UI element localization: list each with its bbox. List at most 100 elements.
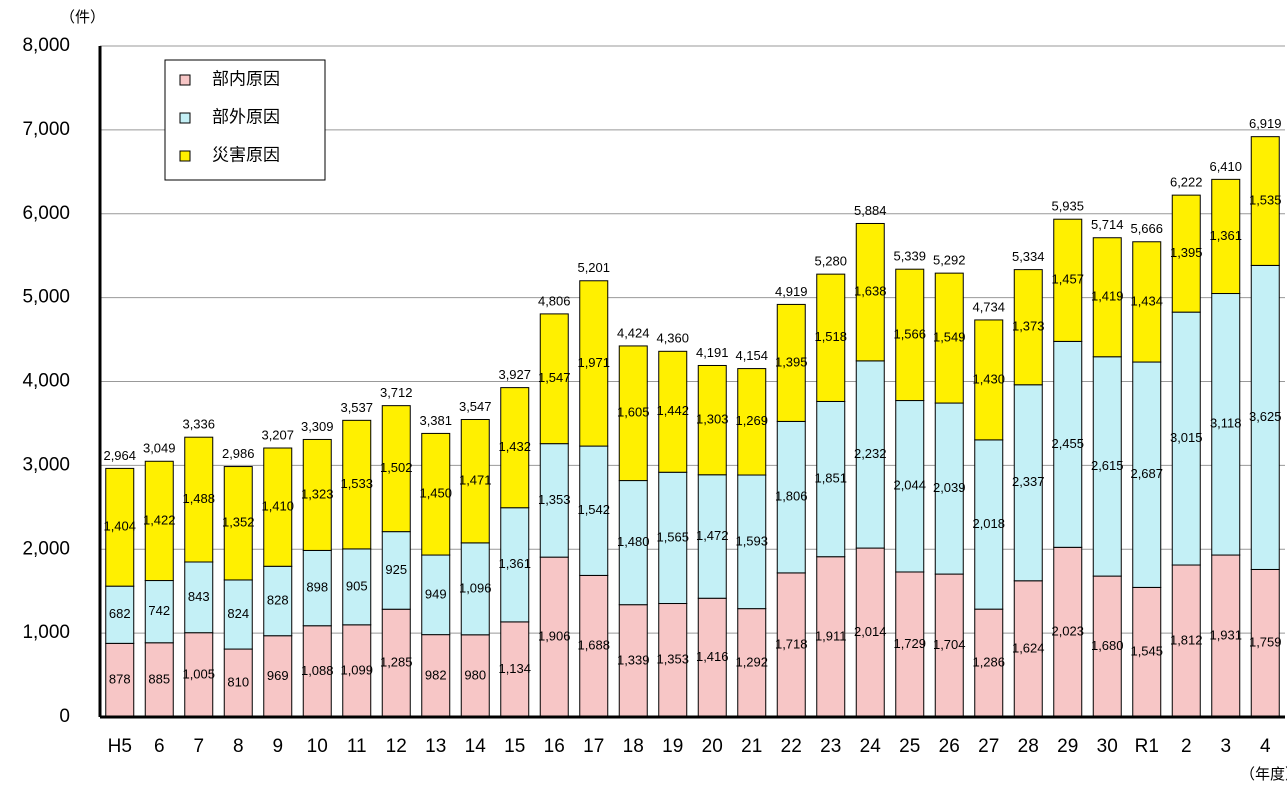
bar-segment <box>737 474 767 610</box>
y-tick-label: 7,000 <box>22 119 70 140</box>
bar-segment <box>618 480 648 606</box>
bar-segment <box>974 439 1004 610</box>
total-label: 3,537 <box>340 400 373 415</box>
legend-swatch <box>179 74 191 86</box>
data-label: 1,430 <box>972 371 1005 386</box>
data-label: 1,432 <box>498 439 531 454</box>
bar-segment <box>105 467 135 587</box>
data-label: 1,680 <box>1091 638 1124 653</box>
data-label: 1,353 <box>538 492 571 507</box>
bar-segment <box>934 573 964 718</box>
x-tick-label: 15 <box>504 736 525 757</box>
total-label: 6,222 <box>1170 175 1203 190</box>
data-label: 1,395 <box>775 354 808 369</box>
x-tick-label: 27 <box>978 736 999 757</box>
data-label: 1,566 <box>893 326 926 341</box>
total-label: 4,360 <box>656 331 689 346</box>
total-label: 5,884 <box>854 203 887 218</box>
bar-segment <box>579 445 609 576</box>
total-label: 6,410 <box>1209 159 1242 174</box>
data-label: 2,232 <box>854 446 887 461</box>
data-label: 2,018 <box>972 516 1005 531</box>
bar-segment <box>658 471 688 605</box>
bar-segment <box>1013 384 1043 582</box>
bar-segment <box>737 368 767 476</box>
bar-segment <box>460 418 490 544</box>
y-tick-label: 3,000 <box>22 454 70 475</box>
data-label: 2,044 <box>893 478 926 493</box>
bar-segment <box>342 624 372 718</box>
x-tick-label: 24 <box>860 736 882 757</box>
bar-segment <box>144 580 174 644</box>
y-tick-label: 8,000 <box>22 35 70 56</box>
data-label: 1,565 <box>656 529 689 544</box>
data-label: 2,014 <box>854 624 887 639</box>
x-tick-label: 4 <box>1260 736 1271 757</box>
data-label: 1,624 <box>1012 640 1045 655</box>
bar-segment <box>302 549 332 627</box>
data-label: 1,906 <box>538 629 571 644</box>
bar-segment <box>1053 340 1083 548</box>
data-label: 2,337 <box>1012 474 1045 489</box>
data-label: 1,472 <box>696 528 729 543</box>
x-tick-label: 11 <box>347 736 367 757</box>
bar-segment <box>460 542 490 636</box>
data-label: 1,134 <box>498 661 531 676</box>
y-tick-label: 0 <box>59 706 70 727</box>
x-tick-label: 14 <box>465 736 487 757</box>
bar-segment <box>1013 580 1043 718</box>
total-label: 5,334 <box>1012 249 1045 264</box>
data-label: 3,625 <box>1249 409 1282 424</box>
x-tick-label: 7 <box>193 736 204 757</box>
bar-segment <box>1250 264 1280 570</box>
data-label: 1,931 <box>1209 627 1242 642</box>
bar-segment <box>855 547 885 718</box>
bar-segment <box>381 531 411 610</box>
total-label: 5,935 <box>1051 199 1084 214</box>
bar-segment <box>776 572 806 718</box>
data-label: 1,704 <box>933 637 966 652</box>
data-label: 682 <box>109 606 131 621</box>
data-label: 1,549 <box>933 330 966 345</box>
data-label: 1,457 <box>1051 272 1084 287</box>
data-label: 1,339 <box>617 652 650 667</box>
x-tick-label: 21 <box>741 736 762 757</box>
bar-segment <box>1171 311 1201 566</box>
total-label: 3,381 <box>419 413 452 428</box>
y-axis-label: （件） <box>60 9 105 26</box>
bar-segment <box>895 400 925 573</box>
y-tick-label: 1,000 <box>22 622 70 643</box>
data-label: 1,729 <box>893 636 926 651</box>
bar-segment <box>500 387 530 509</box>
bar-segment <box>895 268 925 402</box>
bar-segment <box>184 561 214 634</box>
total-label: 4,424 <box>617 325 650 340</box>
data-label: 2,023 <box>1051 624 1084 639</box>
data-label: 2,615 <box>1091 458 1124 473</box>
data-label: 1,488 <box>182 491 215 506</box>
data-label: 1,303 <box>696 412 729 427</box>
x-tick-label: 10 <box>307 736 328 757</box>
total-label: 3,712 <box>380 385 413 400</box>
x-tick-label: 22 <box>781 736 802 757</box>
bar-segment <box>658 603 688 718</box>
data-label: 1,373 <box>1012 319 1045 334</box>
total-label: 3,207 <box>261 427 294 442</box>
total-label: 4,806 <box>538 293 571 308</box>
data-label: 810 <box>227 674 249 689</box>
data-label: 1,718 <box>775 636 808 651</box>
total-label: 5,201 <box>577 260 610 275</box>
total-label: 3,547 <box>459 399 492 414</box>
total-label: 3,927 <box>498 367 531 382</box>
bar-segment <box>1211 293 1241 556</box>
bar-segment <box>421 554 451 636</box>
bar-segment <box>1013 269 1043 386</box>
data-label: 742 <box>148 603 170 618</box>
data-label: 1,911 <box>815 628 847 643</box>
bar-segment <box>539 313 569 445</box>
data-label: 2,039 <box>933 480 966 495</box>
bar-segment <box>1171 564 1201 718</box>
data-label: 1,099 <box>340 662 373 677</box>
